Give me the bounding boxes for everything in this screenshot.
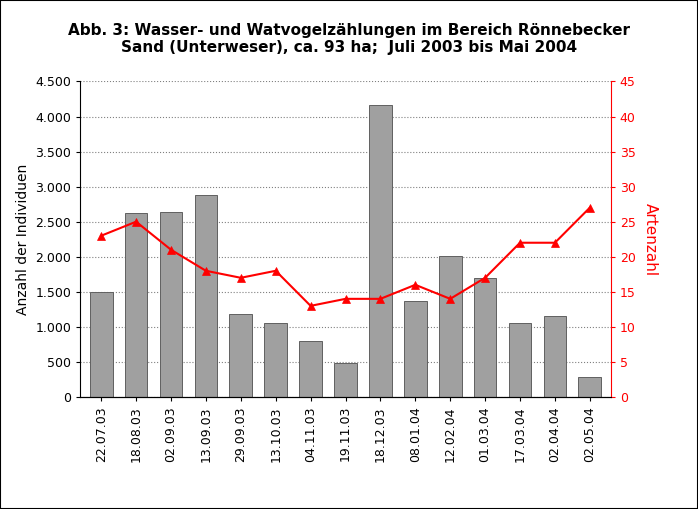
- Artenzahl: [586, 205, 594, 211]
- Bar: [439, 256, 461, 397]
- Bar: [160, 212, 182, 397]
- Artenzahl: [516, 240, 524, 246]
- Bar: [299, 341, 322, 397]
- Bar: [265, 323, 287, 397]
- Artenzahl: [341, 296, 350, 302]
- Artenzahl: [237, 275, 245, 281]
- Bar: [544, 317, 566, 397]
- Artenzahl: [481, 275, 489, 281]
- Y-axis label: Anzahl der Individuen: Anzahl der Individuen: [16, 163, 30, 315]
- Bar: [90, 292, 112, 397]
- Y-axis label: Artenzahl: Artenzahl: [643, 203, 658, 276]
- Bar: [125, 213, 147, 397]
- Bar: [474, 278, 496, 397]
- Artenzahl: [132, 219, 140, 225]
- Artenzahl: [411, 282, 419, 288]
- Artenzahl: [446, 296, 454, 302]
- Artenzahl: [167, 247, 175, 253]
- Bar: [369, 104, 392, 397]
- Artenzahl: [551, 240, 559, 246]
- Artenzahl: [97, 233, 105, 239]
- Artenzahl: [202, 268, 210, 274]
- Artenzahl: [306, 303, 315, 309]
- Artenzahl: [376, 296, 385, 302]
- Artenzahl: [272, 268, 280, 274]
- Bar: [404, 301, 426, 397]
- Line: Artenzahl: Artenzahl: [97, 204, 594, 310]
- Bar: [195, 195, 217, 397]
- Text: Abb. 3: Wasser- und Watvogelzählungen im Bereich Rönnebecker
Sand (Unterweser), : Abb. 3: Wasser- und Watvogelzählungen im…: [68, 23, 630, 55]
- Bar: [230, 314, 252, 397]
- Bar: [334, 362, 357, 397]
- Bar: [579, 377, 601, 397]
- Bar: [509, 323, 531, 397]
